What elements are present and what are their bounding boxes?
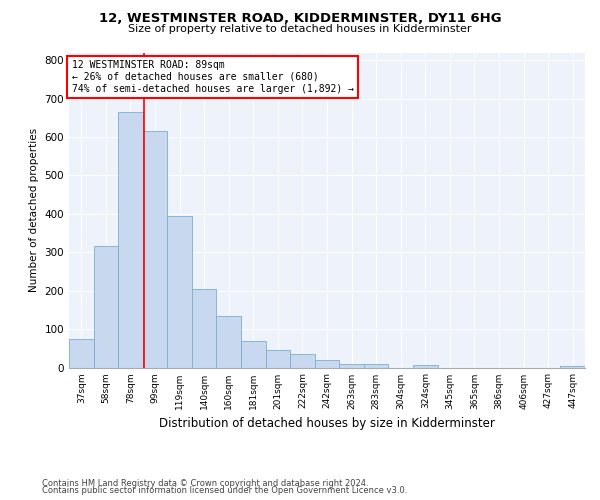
Bar — [315, 360, 339, 368]
Text: 12, WESTMINSTER ROAD, KIDDERMINSTER, DY11 6HG: 12, WESTMINSTER ROAD, KIDDERMINSTER, DY1… — [98, 12, 502, 26]
Bar — [192, 289, 217, 368]
Text: Size of property relative to detached houses in Kidderminster: Size of property relative to detached ho… — [128, 24, 472, 34]
Bar — [560, 366, 585, 368]
Bar — [364, 364, 388, 368]
Bar — [94, 246, 118, 368]
Bar — [118, 112, 143, 368]
Bar — [217, 316, 241, 368]
Bar — [143, 131, 167, 368]
Text: Contains HM Land Registry data © Crown copyright and database right 2024.: Contains HM Land Registry data © Crown c… — [42, 478, 368, 488]
Bar — [266, 350, 290, 368]
Bar — [339, 364, 364, 368]
Bar — [290, 354, 315, 368]
Bar — [69, 338, 94, 368]
Text: 12 WESTMINSTER ROAD: 89sqm
← 26% of detached houses are smaller (680)
74% of sem: 12 WESTMINSTER ROAD: 89sqm ← 26% of deta… — [71, 60, 353, 94]
X-axis label: Distribution of detached houses by size in Kidderminster: Distribution of detached houses by size … — [159, 417, 495, 430]
Bar — [413, 365, 437, 368]
Bar — [167, 216, 192, 368]
Text: Contains public sector information licensed under the Open Government Licence v3: Contains public sector information licen… — [42, 486, 407, 495]
Bar — [241, 340, 266, 367]
Y-axis label: Number of detached properties: Number of detached properties — [29, 128, 39, 292]
